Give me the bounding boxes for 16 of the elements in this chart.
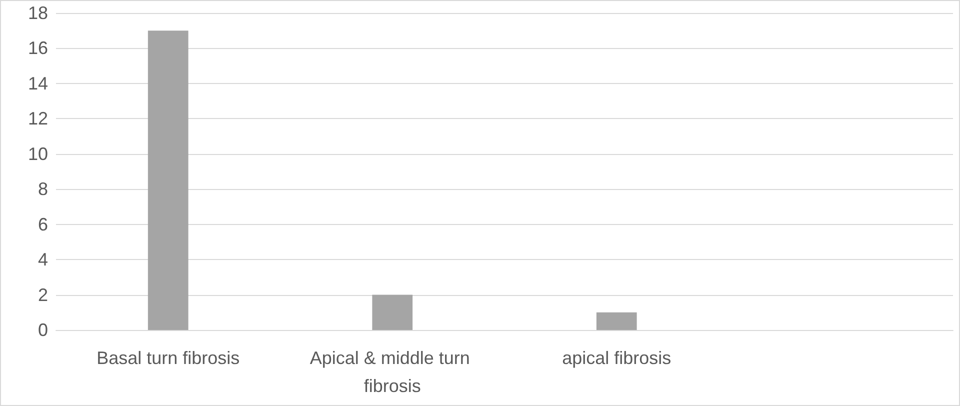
y-tick-label: 8 xyxy=(38,179,48,200)
y-tick-label: 14 xyxy=(28,73,48,94)
y-tick-label: 2 xyxy=(38,284,48,305)
y-tick-label: 6 xyxy=(38,214,48,234)
y-tick-label: 18 xyxy=(28,3,48,23)
bar xyxy=(148,30,188,330)
x-tick-label: apical fibrosis xyxy=(562,348,672,368)
y-tick-label: 16 xyxy=(28,38,48,58)
y-tick-label: 4 xyxy=(38,250,48,270)
bar xyxy=(372,294,413,330)
x-tick-label: Apical & middle turn fibrosis xyxy=(310,348,475,396)
y-tick-label: 10 xyxy=(28,144,48,164)
bar xyxy=(596,312,637,330)
x-tick-label: Basal turn fibrosis xyxy=(96,348,240,368)
y-tick-label: 0 xyxy=(38,320,48,340)
y-tick-label: 12 xyxy=(28,108,48,129)
